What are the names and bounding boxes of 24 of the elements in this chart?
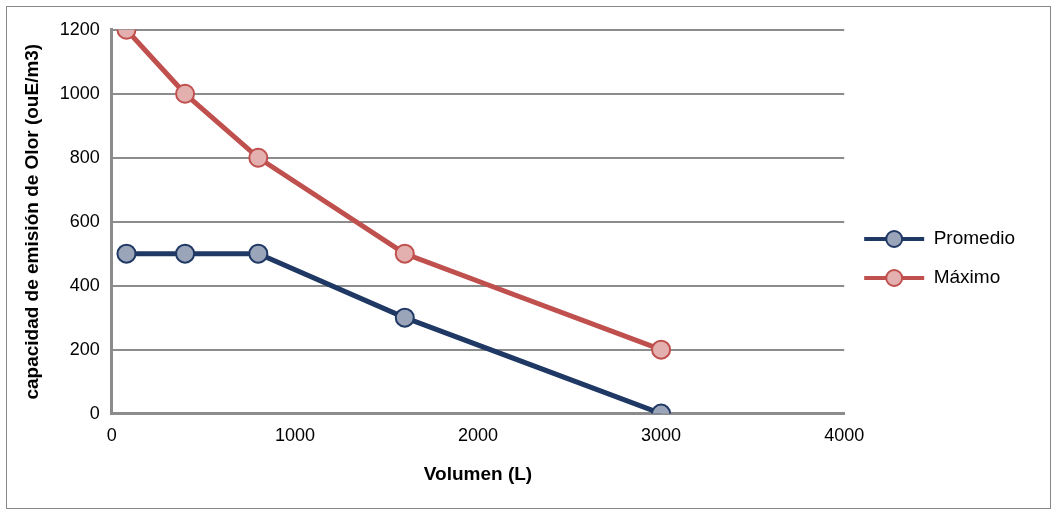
y-tick-label: 1000 xyxy=(59,82,100,103)
y-tick-label: 600 xyxy=(69,210,100,231)
y-axis-title: capacidad de emisión de Olor (ouE/m3) xyxy=(20,43,42,400)
x-tick-label: 4000 xyxy=(824,425,865,446)
x-tick-label: 3000 xyxy=(641,425,682,446)
x-tick-label: 0 xyxy=(106,425,117,446)
y-tick-label: 800 xyxy=(69,146,100,167)
point xyxy=(394,243,415,264)
legend-label: Promedio xyxy=(933,227,1016,249)
x-tick-label: 2000 xyxy=(457,425,499,446)
point xyxy=(651,339,672,360)
point xyxy=(394,307,415,328)
y-tick-label: 1200 xyxy=(59,18,100,39)
y-tick-label: 200 xyxy=(69,338,100,359)
point xyxy=(248,147,269,168)
point xyxy=(116,243,137,264)
y-tick-label: 0 xyxy=(89,402,100,423)
y-tick-label: 400 xyxy=(69,274,100,295)
point xyxy=(175,243,196,264)
x-axis-title: Volumen (L) xyxy=(423,462,533,484)
legend-label: Máximo xyxy=(933,266,1001,288)
point xyxy=(175,83,196,104)
point xyxy=(248,243,269,264)
x-tick-label: 1000 xyxy=(274,425,315,446)
